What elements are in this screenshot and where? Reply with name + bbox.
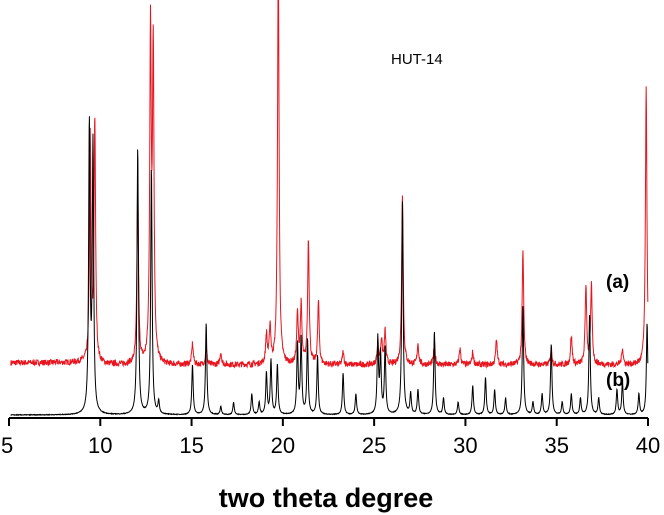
series-label-b: (b)	[606, 370, 630, 391]
x-tick-label: 35	[544, 433, 568, 458]
x-tick-label: 5	[1, 433, 13, 458]
ticks-layer: 5 10 15 20 25 30 35 40	[1, 418, 660, 458]
x-tick-label: 15	[179, 433, 203, 458]
series-line-a	[10, 0, 649, 369]
x-tick-label: 40	[636, 433, 660, 458]
x-tick-label: 20	[271, 433, 295, 458]
x-tick-label: 25	[362, 433, 386, 458]
chart-annotation: HUT-14	[391, 51, 443, 68]
x-tick-label: 10	[88, 433, 112, 458]
series-line-b	[10, 116, 649, 417]
x-axis-title: two theta degree	[219, 483, 434, 513]
series-label-a: (a)	[606, 272, 629, 293]
series-layer	[10, 0, 649, 417]
x-tick-label: 30	[453, 433, 477, 458]
